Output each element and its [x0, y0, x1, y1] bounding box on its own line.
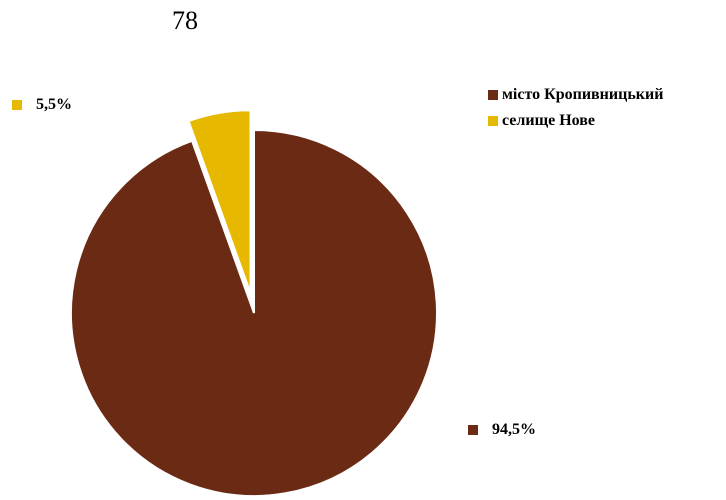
page-number: 78: [172, 6, 198, 35]
data-label-swatch-city: [468, 425, 478, 435]
data-label-swatch-settlement: [12, 100, 22, 110]
legend: місто Кропивницький селище Нове: [488, 82, 663, 134]
data-label-city-text: 94,5%: [492, 421, 536, 438]
legend-label-city: місто Кропивницький: [502, 86, 664, 103]
legend-label-settlement: селище Нове: [502, 112, 595, 129]
legend-swatch-settlement: [488, 116, 498, 126]
legend-item-city: місто Кропивницький: [488, 82, 663, 108]
data-label-city: 94,5%: [468, 421, 536, 439]
legend-item-settlement: селище Нове: [488, 108, 663, 134]
legend-swatch-city: [488, 90, 498, 100]
data-label-settlement: 5,5%: [12, 96, 72, 114]
data-label-settlement-text: 5,5%: [36, 96, 72, 113]
pie-slice-settlement: [187, 109, 252, 294]
pie-slice-city: [70, 128, 438, 497]
